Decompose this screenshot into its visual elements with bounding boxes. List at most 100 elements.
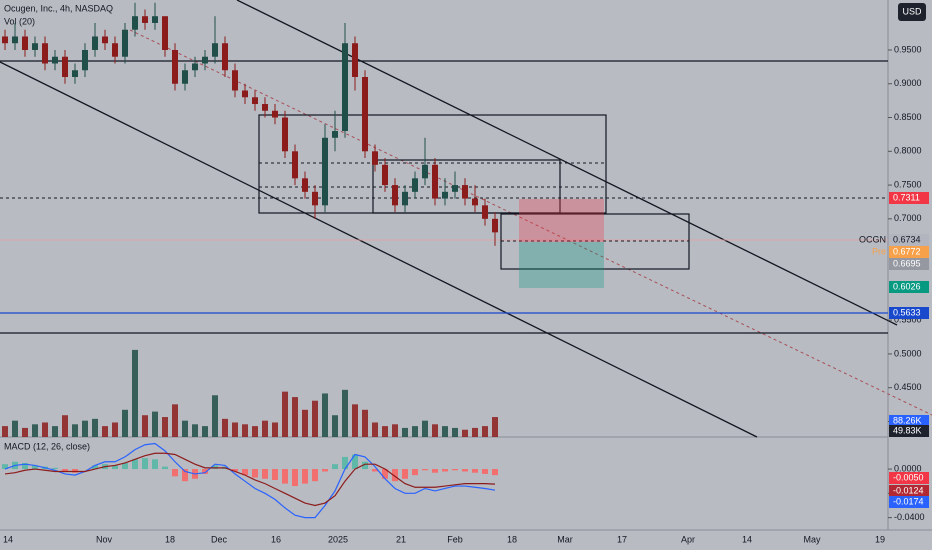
stop-zone bbox=[519, 199, 604, 242]
y-tick-label: 0.4500 bbox=[894, 382, 922, 392]
candle-body bbox=[412, 178, 418, 192]
volume-legend: Vol (20) bbox=[4, 16, 35, 26]
candle-body bbox=[122, 29, 128, 57]
candle-body bbox=[232, 70, 238, 91]
candle-body bbox=[42, 43, 48, 64]
volume-bar bbox=[312, 400, 318, 437]
macd-histogram bbox=[132, 459, 138, 470]
candle-body bbox=[462, 185, 468, 199]
macd-histogram bbox=[242, 469, 248, 476]
y-tick-label: 0.5500 bbox=[894, 315, 922, 325]
macd-histogram bbox=[432, 469, 438, 473]
candle-body bbox=[302, 178, 308, 192]
price-tag-label: 88.26K bbox=[893, 415, 922, 425]
macd-histogram bbox=[172, 469, 178, 477]
signal-line bbox=[4, 452, 496, 507]
y-tick-label: 0.8000 bbox=[894, 146, 922, 156]
macd-histogram bbox=[212, 465, 218, 470]
candle-body bbox=[162, 16, 168, 50]
macd-histogram bbox=[392, 469, 398, 482]
macd-histogram bbox=[352, 454, 358, 470]
volume-bar bbox=[92, 418, 98, 437]
candle-body bbox=[152, 16, 158, 23]
price-tag-label: 0.7311 bbox=[893, 192, 920, 202]
macd-histogram bbox=[402, 469, 408, 479]
price-tag-label: -0.0124 bbox=[893, 485, 924, 495]
volume-bar bbox=[492, 417, 498, 437]
candle-body bbox=[472, 198, 478, 206]
time-label: Nov bbox=[96, 534, 113, 544]
candle-body bbox=[342, 43, 348, 132]
volume-bar bbox=[12, 420, 18, 437]
price-tag-label: 49.83K bbox=[893, 425, 922, 435]
price-tag-label: 0.6772 bbox=[893, 246, 921, 256]
volume-bar bbox=[162, 417, 168, 437]
volume-bar bbox=[182, 420, 188, 437]
time-label: 2025 bbox=[328, 534, 348, 544]
candle-body bbox=[32, 43, 38, 50]
tag-name: Pre bbox=[872, 246, 886, 256]
time-label: 19 bbox=[875, 534, 885, 544]
candle-body bbox=[2, 36, 8, 44]
candle-body bbox=[52, 56, 58, 64]
candle-body bbox=[142, 16, 148, 23]
volume-bar bbox=[242, 424, 248, 437]
macd-histogram bbox=[112, 465, 118, 470]
time-label: Apr bbox=[681, 534, 695, 544]
volume-bar bbox=[472, 427, 478, 437]
price-tag-label: -0.0050 bbox=[893, 472, 924, 482]
time-label: 18 bbox=[165, 534, 175, 544]
volume-bar bbox=[362, 409, 368, 437]
macd-legend: MACD (12, 26, close) bbox=[4, 441, 90, 451]
candle-body bbox=[172, 49, 178, 84]
volume-bar bbox=[382, 426, 388, 437]
candle-body bbox=[402, 191, 408, 206]
macd-histogram bbox=[152, 459, 158, 470]
macd-histogram bbox=[282, 469, 288, 484]
volume-bar bbox=[122, 409, 128, 437]
volume-bar bbox=[402, 427, 408, 437]
currency-button[interactable] bbox=[898, 3, 926, 21]
volume-bar bbox=[172, 404, 178, 437]
candle-body bbox=[12, 36, 18, 44]
candle-body bbox=[432, 164, 438, 199]
price-tag-label: -0.0174 bbox=[893, 496, 924, 506]
volume-bar bbox=[332, 415, 338, 437]
macd-tick-label: 0.0000 bbox=[894, 463, 922, 473]
volume-bar bbox=[222, 418, 228, 437]
symbol-legend: Ocugen, Inc., 4h, NASDAQ bbox=[4, 3, 113, 13]
macd-histogram bbox=[142, 458, 148, 470]
candle-body bbox=[392, 185, 398, 206]
price-tag bbox=[889, 485, 929, 497]
target-zone bbox=[519, 242, 604, 288]
time-label: 14 bbox=[742, 534, 752, 544]
volume-bar bbox=[82, 420, 88, 437]
macd-histogram bbox=[182, 469, 188, 482]
macd-histogram bbox=[322, 469, 328, 472]
time-label: 21 bbox=[396, 534, 406, 544]
macd-histogram bbox=[372, 469, 378, 472]
price-tag-label: 0.6734 bbox=[893, 234, 921, 244]
time-label: Mar bbox=[557, 534, 573, 544]
y-tick-label: 0.9000 bbox=[894, 78, 922, 88]
macd-histogram bbox=[382, 469, 388, 479]
volume-bar bbox=[302, 409, 308, 437]
volume-bar bbox=[482, 426, 488, 437]
tag-name: OCGN bbox=[859, 234, 886, 244]
volume-bar bbox=[262, 420, 268, 437]
candle-body bbox=[312, 191, 318, 206]
candle-body bbox=[132, 16, 138, 30]
candle-body bbox=[112, 43, 118, 57]
macd-histogram bbox=[52, 467, 58, 470]
candle-body bbox=[222, 43, 228, 71]
macd-histogram bbox=[272, 469, 278, 480]
macd-histogram bbox=[472, 469, 478, 473]
volume-bar bbox=[422, 420, 428, 437]
macd-histogram bbox=[302, 469, 308, 484]
volume-bar bbox=[392, 424, 398, 437]
currency-label: USD bbox=[902, 6, 922, 16]
price-tag-label: 0.5633 bbox=[893, 307, 921, 317]
macd-tick-label: -0.0400 bbox=[894, 512, 925, 522]
